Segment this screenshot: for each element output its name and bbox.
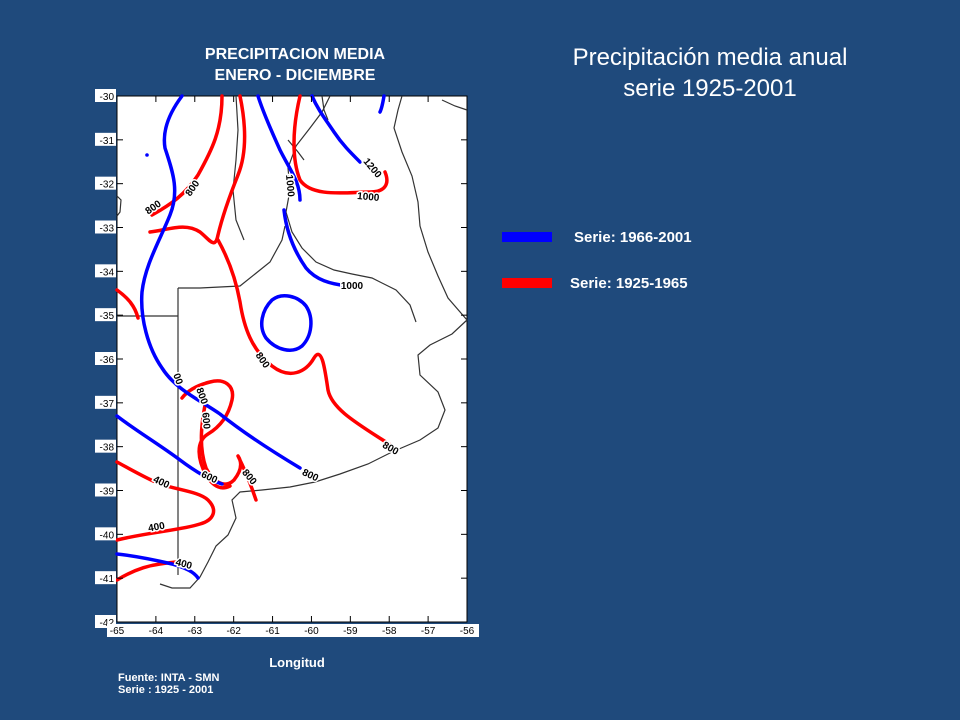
- isoline-blue-ne: [378, 94, 386, 114]
- isoline-red-west: [115, 288, 140, 320]
- lat-tick-box: [95, 176, 116, 190]
- isoline-blue-1200: [256, 94, 302, 202]
- map-title-line1: PRECIPITACION MEDIA: [204, 46, 386, 63]
- lat-tick-box: [95, 395, 116, 409]
- border-fragment-ne: [441, 99, 468, 111]
- lat-tick-box: [95, 352, 116, 365]
- parana-river: [285, 95, 417, 323]
- province-border-north: [232, 95, 245, 241]
- isoline-label-1000: 1000: [341, 281, 364, 292]
- lat-tick-box: [95, 220, 116, 234]
- lon-tick-label: -57: [421, 626, 436, 637]
- isoline-red-1000: [292, 94, 389, 195]
- isolines: [115, 94, 394, 582]
- isoline-red-600: [199, 398, 258, 502]
- lat-tick-box: [95, 132, 116, 146]
- lon-tick-label: -62: [226, 626, 241, 637]
- province-border-entre-rios: [287, 139, 305, 161]
- isoline-blue-800-main: [139, 94, 302, 470]
- lon-tick-label: -59: [343, 626, 358, 637]
- legend-swatch-red: [502, 278, 552, 288]
- isoline-blue-600: [115, 414, 224, 486]
- isoline-blue-400: [115, 552, 200, 580]
- lat-tick-label: -39: [100, 487, 115, 498]
- lat-tick-label: -35: [100, 311, 115, 322]
- isoline-blue-dot: [145, 153, 149, 157]
- legend-item-1925-1965: Serie: 1925-1965: [502, 273, 688, 293]
- latitude-ticks: -30 -31 -32 -33 -34 -35 -36 -37 -38 -39 -40 -41 -42: [95, 89, 467, 629]
- lat-tick-box: [95, 571, 116, 585]
- map-title: PRECIPITACION MEDIA ENERO - DICIEMBRE: [150, 44, 440, 86]
- source-note: Fuente: INTA - SMN Serie : 1925 - 2001: [118, 672, 219, 696]
- lat-tick-label: -41: [100, 574, 115, 585]
- isoline-label-1000: 1000: [357, 191, 381, 204]
- lon-tick-strip: [107, 624, 479, 637]
- lat-tick-label: -38: [100, 443, 115, 454]
- slide-title-line1: Precipitación media anual: [572, 44, 848, 71]
- legend-label: Serie: 1925-1965: [570, 274, 688, 292]
- border-fragment-nw: [116, 195, 122, 217]
- isoline-red-800-center: [216, 238, 394, 448]
- longitude-ticks: -65 -64 -63 -62 -61 -60 -59 -58 -57 -56: [107, 96, 479, 637]
- legend-swatch-blue: [502, 232, 552, 242]
- isoline-label-600: 600: [199, 412, 211, 430]
- isoline-red-800-west: [148, 94, 247, 245]
- lat-tick-box: [95, 439, 116, 453]
- province-border-east: [321, 95, 329, 121]
- isoline-blue-loop: [260, 294, 313, 352]
- lat-tick-label: -31: [100, 136, 115, 147]
- lon-tick-label: -61: [265, 626, 280, 637]
- province-border-cordoba: [178, 225, 286, 289]
- lon-tick-label: -65: [110, 626, 125, 637]
- lat-tick-box: [95, 89, 116, 102]
- legend-label: Serie: 1966-2001: [574, 228, 692, 246]
- legend-item-1966-2001: Serie: 1966-2001: [502, 227, 692, 247]
- lat-tick-box: [95, 308, 116, 322]
- lat-tick-label: -37: [100, 399, 115, 410]
- lat-tick-box: [95, 483, 116, 497]
- isoline-label-400: 400: [147, 521, 166, 535]
- lat-tick-box: [95, 527, 116, 541]
- isoline-blue-1000-south: [282, 208, 350, 288]
- map-title-line2: ENERO - DICIEMBRE: [214, 67, 376, 84]
- lat-tick-label: -36: [100, 355, 115, 366]
- lat-tick-label: -34: [100, 267, 115, 278]
- isoline-red-400-south: [115, 560, 192, 582]
- slide-title: Precipitación media anual serie 1925-200…: [520, 42, 900, 104]
- lat-tick-box: [95, 264, 116, 278]
- lat-tick-label: -42: [100, 618, 115, 629]
- source-line2: Serie : 1925 - 2001: [118, 684, 214, 696]
- source-line1: Fuente: INTA - SMN: [118, 672, 220, 684]
- x-axis-label: Longitud: [269, 655, 325, 670]
- lon-tick-label: -64: [149, 626, 164, 637]
- isoline-label-1000: 1000: [283, 174, 296, 198]
- lon-tick-label: -63: [188, 626, 203, 637]
- lat-tick-label: -30: [100, 92, 115, 103]
- lat-tick-label: -33: [100, 224, 115, 235]
- coastline: [159, 319, 468, 589]
- isoline-blue-1000-north: [310, 94, 362, 164]
- lon-tick-label: -56: [460, 626, 475, 637]
- isoline-red-400-north: [115, 460, 216, 542]
- lat-tick-label: -40: [100, 530, 115, 541]
- isoline-red-800-north: [150, 94, 224, 217]
- uruguay-river: [393, 95, 468, 321]
- lat-tick-label: -32: [100, 180, 115, 191]
- lon-tick-label: -60: [304, 626, 319, 637]
- lon-tick-label: -58: [382, 626, 397, 637]
- slide-title-line2: serie 1925-2001: [623, 75, 797, 102]
